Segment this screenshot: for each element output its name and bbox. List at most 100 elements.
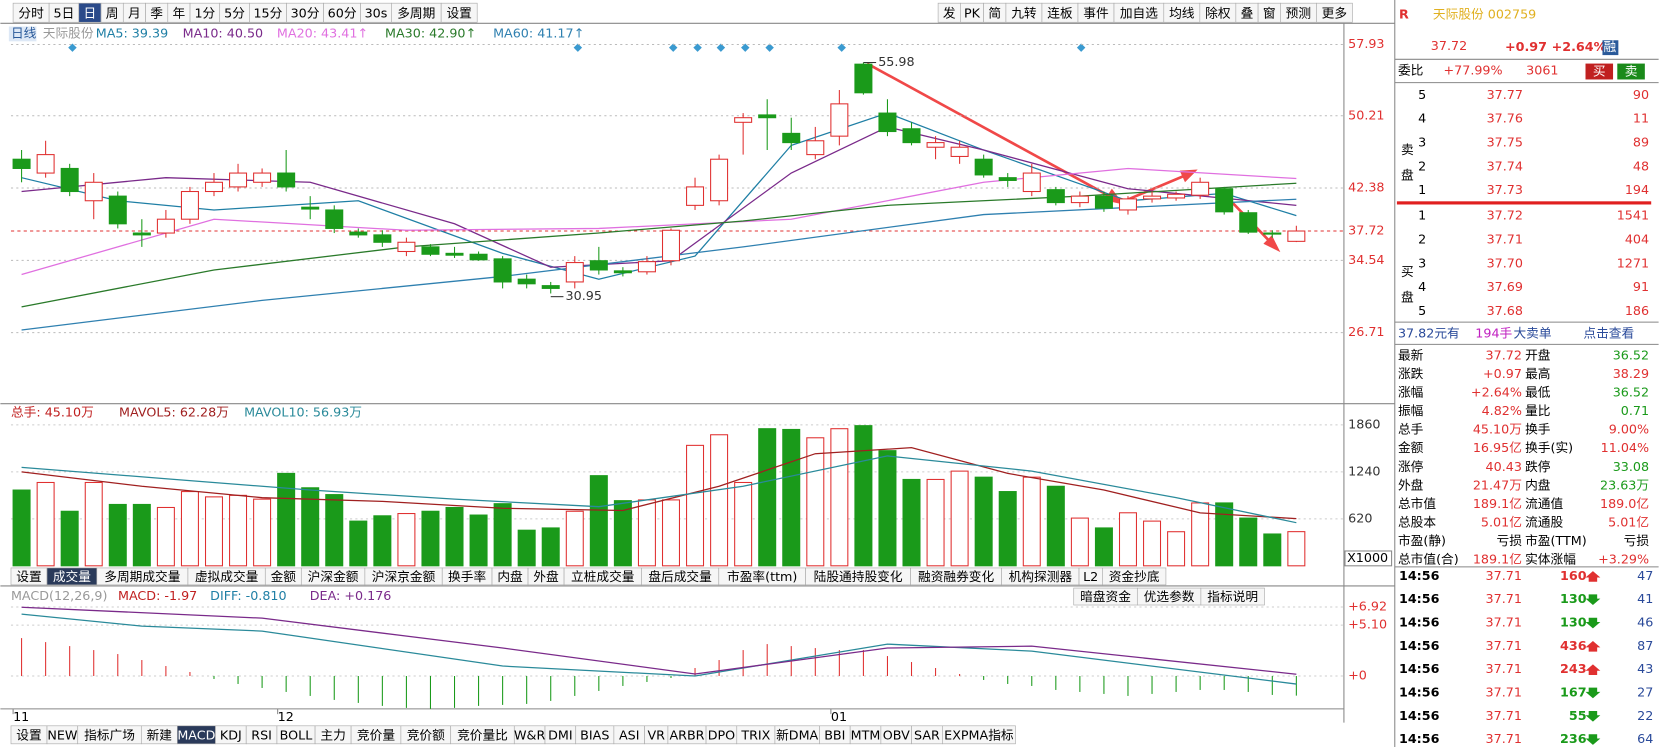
- candle-body: [1094, 195, 1113, 209]
- volume-bar: [373, 515, 392, 567]
- button-label: 月: [128, 5, 141, 20]
- stat-label: 换手: [1525, 422, 1551, 437]
- candle-body: [301, 206, 320, 210]
- sell-button[interactable]: [1617, 63, 1645, 80]
- tick-price: 37.71: [1486, 568, 1522, 583]
- event-marker: [573, 43, 583, 52]
- candle-body: [1263, 232, 1282, 235]
- y-tick-label: +5.10: [1348, 617, 1387, 632]
- book-level: 3: [1418, 135, 1426, 150]
- tick-time: 14:56: [1399, 568, 1440, 583]
- volume-bar: [926, 478, 945, 567]
- stat-value: 33.08: [1613, 459, 1649, 474]
- volume-bar: [950, 470, 969, 567]
- button-label: ASI: [619, 727, 640, 742]
- button-label: 简: [988, 5, 1001, 20]
- button-label: 周: [106, 5, 119, 20]
- macd-legend: MACD(12,26,9): [11, 588, 107, 603]
- button-label: 设置: [446, 5, 471, 20]
- volume-bar: [397, 513, 416, 567]
- tick-count: 64: [1637, 731, 1653, 746]
- big-order: 大卖单: [1513, 325, 1551, 340]
- button-label: EXPMA指标: [944, 727, 1014, 742]
- button-label: 融资融券变化: [918, 569, 995, 584]
- volume-bar: [1070, 517, 1089, 567]
- volume-bar: [60, 510, 79, 567]
- button[interactable]: [1102, 567, 1167, 586]
- candle-body: [1239, 212, 1258, 233]
- stat-label: 涨幅: [1398, 385, 1424, 400]
- button-label: PK: [964, 5, 981, 20]
- big-order: 37.82元有: [1398, 325, 1460, 340]
- volume-bar: [180, 491, 199, 567]
- stat-value: 16.95亿: [1473, 440, 1522, 455]
- candle-body: [156, 218, 175, 234]
- button-label: 多周期成交量: [104, 569, 181, 584]
- stat-label: 最高: [1525, 366, 1550, 381]
- volume-legend: MAVOL10: 56.93万: [244, 405, 362, 420]
- candle-body: [229, 172, 248, 188]
- stat-value: 23.63万: [1600, 477, 1649, 492]
- candle-body: [758, 114, 777, 119]
- button[interactable]: [1200, 587, 1265, 606]
- button-label: 换手率: [448, 569, 486, 584]
- quote-pct: +2.64%: [1552, 39, 1607, 54]
- button[interactable]: [440, 2, 478, 23]
- x-tick-label: 01: [831, 709, 847, 724]
- book-price: 37.72: [1487, 208, 1523, 223]
- tick-volume: 130: [1560, 615, 1587, 630]
- button-label: 沪深金额: [308, 569, 359, 584]
- volume-bar: [349, 520, 368, 567]
- event-marker: [765, 43, 774, 52]
- button-label: 竞价量比: [457, 727, 508, 742]
- button-label: 加自选: [1120, 5, 1158, 20]
- button-label: ARBR: [669, 727, 704, 742]
- book-price: 37.68: [1487, 303, 1523, 318]
- candle-body: [517, 278, 536, 285]
- tick-price: 37.71: [1486, 615, 1522, 630]
- button-label: 金额: [271, 569, 297, 584]
- volume-bar: [493, 503, 512, 567]
- candle-body: [902, 128, 921, 144]
- y-tick-label: 26.71: [1348, 324, 1384, 339]
- candle-body: [878, 112, 897, 133]
- tick-price: 37.71: [1486, 684, 1522, 699]
- event-marker: [668, 43, 678, 52]
- volume-bar: [1167, 531, 1186, 567]
- button-label: 年: [173, 5, 186, 20]
- candle-body: [974, 158, 993, 176]
- ma-legend: MA10: 40.50: [183, 25, 264, 40]
- tick-count: 43: [1637, 661, 1653, 676]
- buy-button[interactable]: [1585, 63, 1614, 80]
- y-tick-label: +6.92: [1348, 598, 1387, 613]
- button-label: 指标广场: [84, 727, 135, 742]
- tick-arrow: [1585, 710, 1601, 722]
- stat-label: 跌停: [1525, 459, 1551, 474]
- book-level: 2: [1418, 231, 1426, 246]
- button[interactable]: [942, 725, 1016, 745]
- button-label: NEW: [47, 727, 78, 742]
- volume-bar: [806, 437, 825, 567]
- candle-body: [1118, 198, 1137, 211]
- volume-legend: 总手: 45.10万: [11, 405, 94, 420]
- candle-body: [277, 172, 296, 188]
- candle-body: [565, 262, 584, 283]
- volume-bar: [878, 450, 897, 567]
- event-marker: [1076, 43, 1086, 52]
- tick-time: 14:56: [1399, 684, 1440, 699]
- y-tick-label: 34.54: [1348, 252, 1384, 267]
- macd-line: [21, 613, 1297, 685]
- badge: R: [1399, 6, 1409, 21]
- mavol-line: [21, 455, 1297, 524]
- button[interactable]: [1316, 2, 1353, 23]
- stat-value: 5.01亿: [1608, 514, 1649, 529]
- volume-bar: [1239, 517, 1258, 567]
- stat-value: +2.64%: [1471, 385, 1522, 400]
- candle-body: [854, 63, 873, 94]
- unit-box: [1344, 550, 1393, 567]
- button-label: 暗盘资金: [1080, 589, 1131, 604]
- volume-bar: [132, 503, 151, 567]
- candle-body: [1046, 189, 1065, 204]
- book-volume: 48: [1633, 158, 1649, 173]
